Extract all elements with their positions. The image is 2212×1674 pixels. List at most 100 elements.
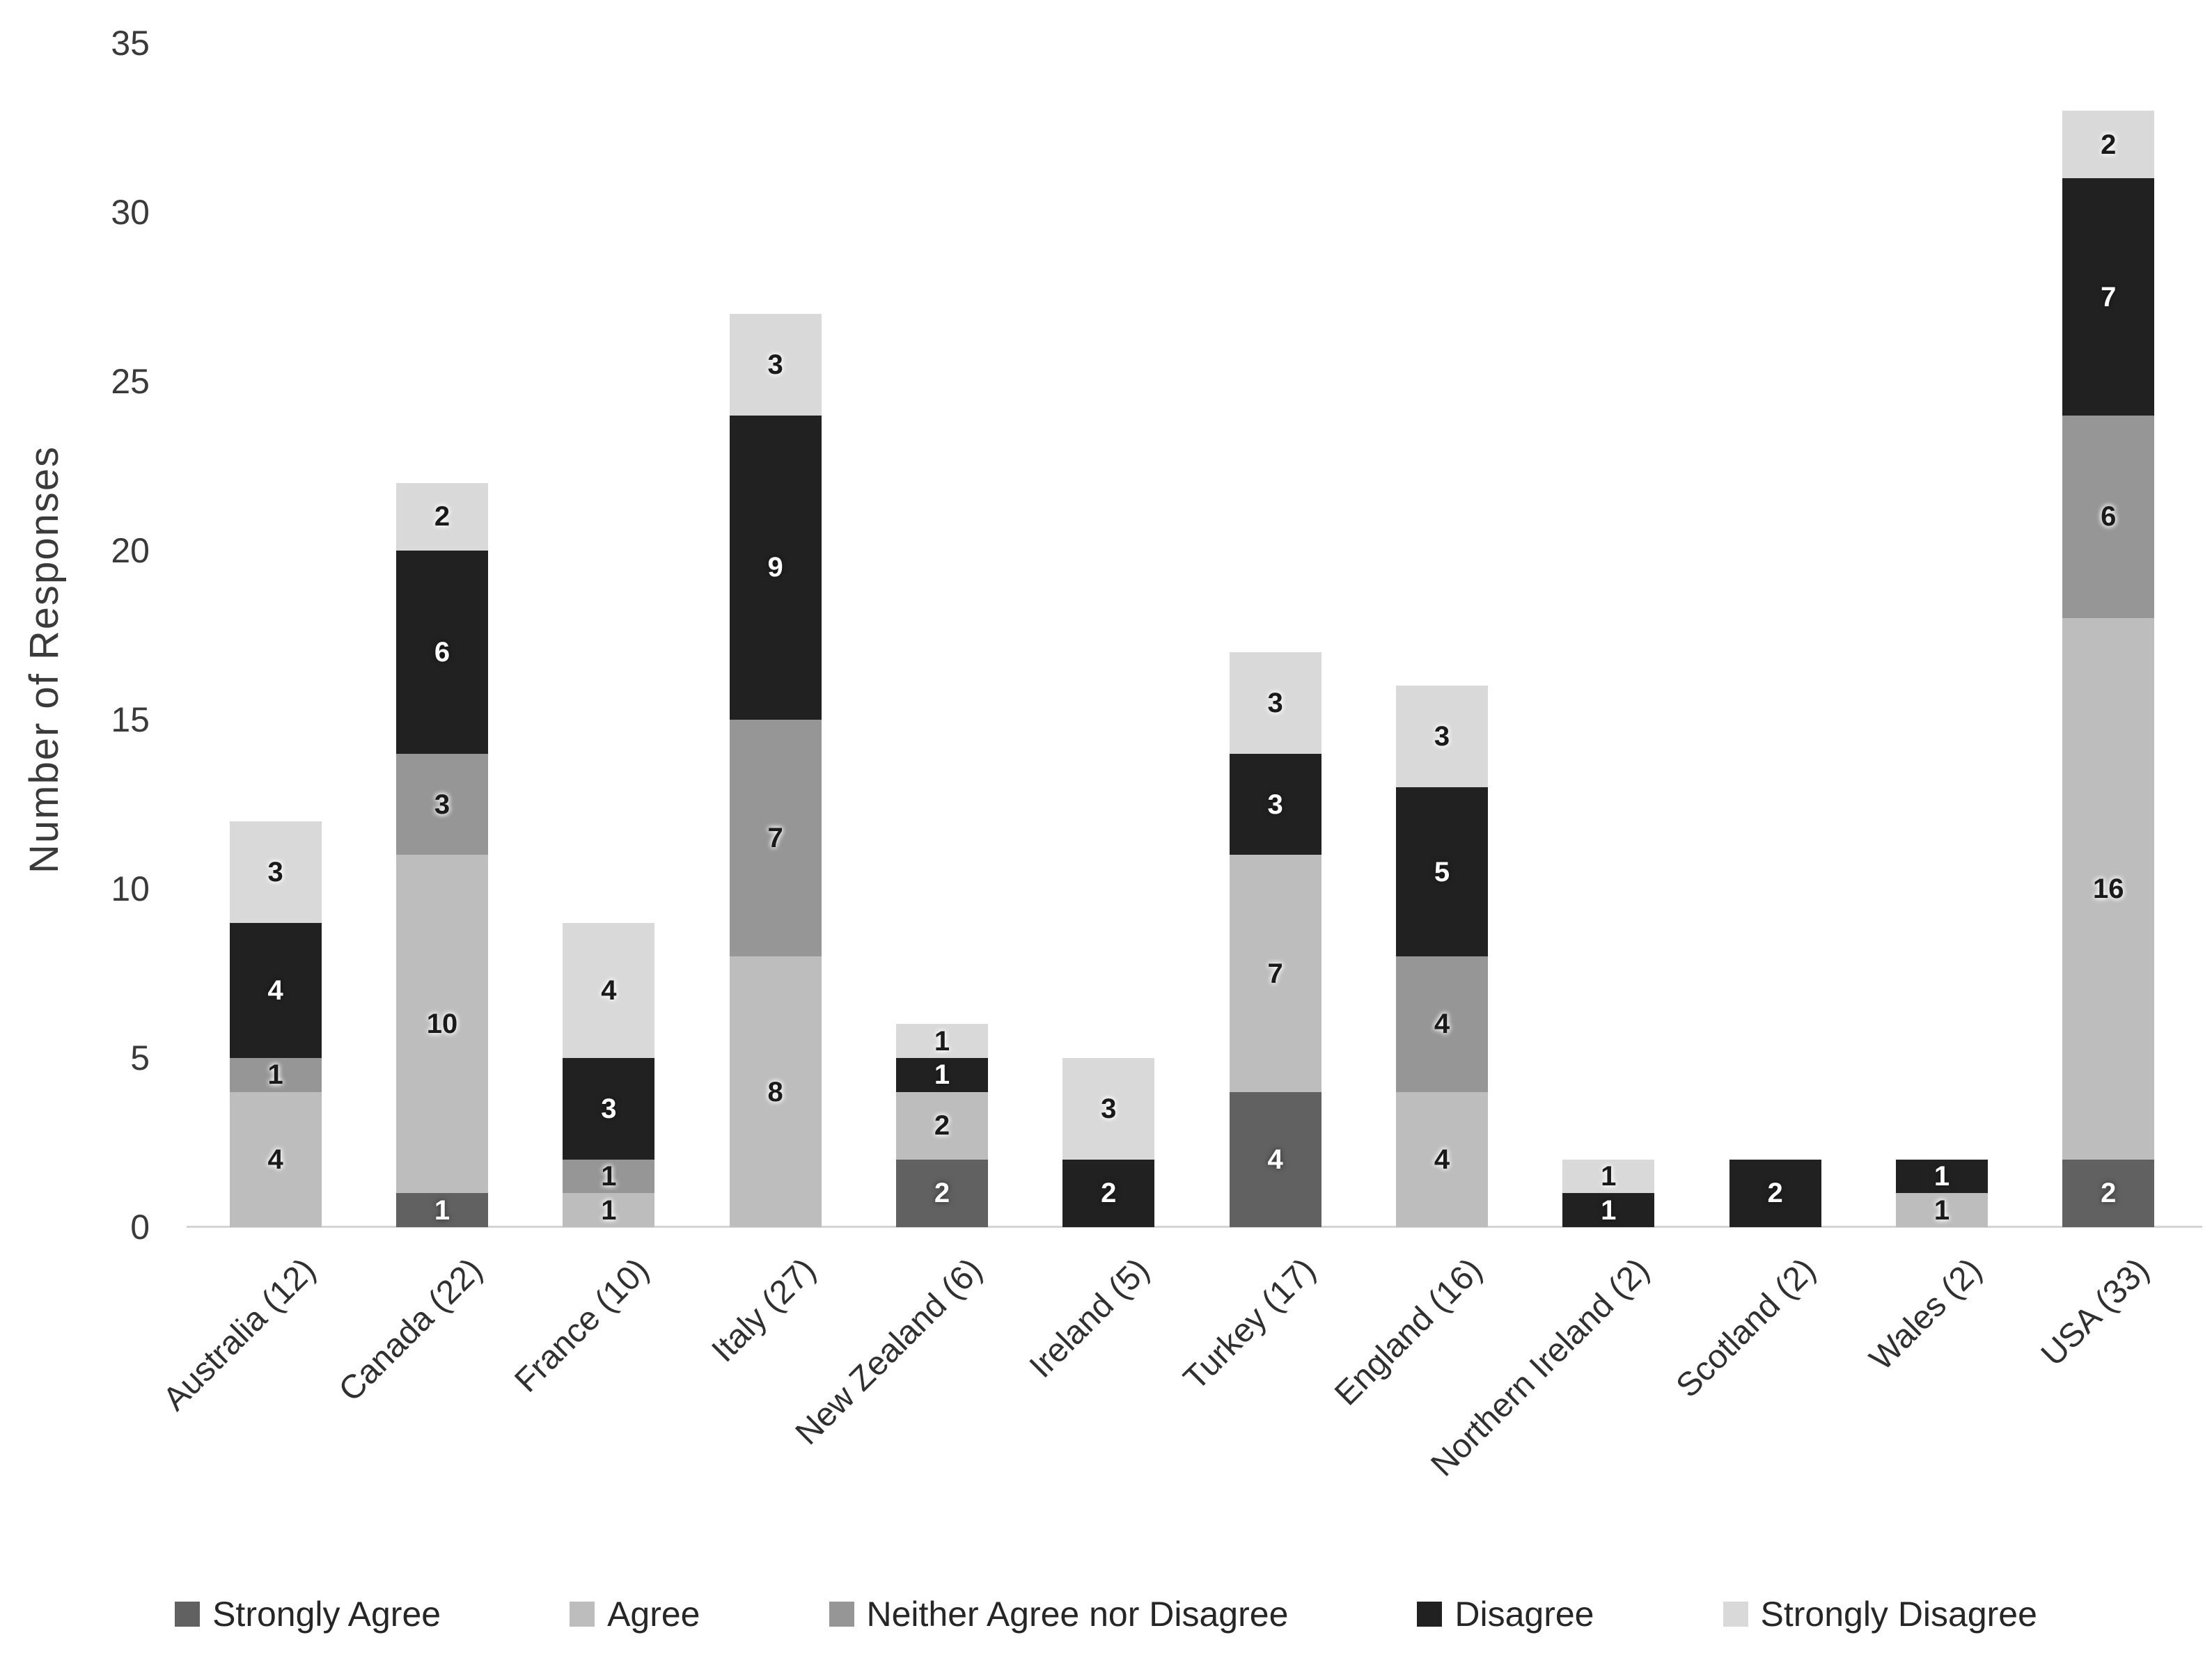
bar-segment: 6 bbox=[395, 551, 488, 754]
y-tick-label: 0 bbox=[130, 1208, 150, 1247]
legend-swatch bbox=[829, 1602, 854, 1627]
x-category-label: Scotland (2) bbox=[1669, 1251, 1823, 1405]
bar-segment: 1 bbox=[395, 1193, 488, 1227]
segment-value-label: 3 bbox=[267, 856, 283, 887]
legend-label: Strongly Agree bbox=[212, 1595, 441, 1634]
bar-segment: 4 bbox=[229, 1091, 322, 1227]
bar-segment: 3 bbox=[1229, 753, 1321, 855]
stacked-bar: 8 7 9 3 bbox=[729, 313, 822, 1227]
bar-segment: 1 bbox=[895, 1058, 988, 1092]
bar-segment: 7 bbox=[729, 720, 822, 957]
legend: Strongly Agree Agree Neither Agree nor Dis… bbox=[0, 1594, 2212, 1634]
bar-segment: 3 bbox=[1395, 686, 1488, 788]
segment-value-label: 2 bbox=[1101, 1178, 1117, 1209]
y-tick-label: 25 bbox=[111, 362, 150, 401]
bar-segment: 4 bbox=[1395, 956, 1488, 1092]
y-tick-label: 30 bbox=[111, 193, 150, 232]
bar-segment: 4 bbox=[563, 922, 655, 1059]
segment-value-label: 1 bbox=[267, 1059, 283, 1091]
bar-slot: 2 bbox=[1692, 43, 1858, 1227]
segment-value-label: 3 bbox=[767, 349, 783, 380]
bar-segment: 4 bbox=[229, 922, 322, 1059]
legend-item: Strongly Disagree bbox=[1723, 1594, 2037, 1634]
x-category-label: USA (33) bbox=[2034, 1251, 2156, 1373]
bar-segment: 5 bbox=[1395, 787, 1488, 957]
segment-value-label: 9 bbox=[767, 552, 783, 583]
y-tick-label: 35 bbox=[111, 24, 150, 63]
legend-label: Strongly Disagree bbox=[1760, 1595, 2037, 1634]
segment-value-label: 7 bbox=[2101, 281, 2117, 313]
x-axis-line bbox=[187, 1226, 2202, 1228]
segment-value-label: 2 bbox=[934, 1178, 950, 1209]
segment-value-label: 4 bbox=[1267, 1144, 1283, 1175]
stacked-bar: 4 4 5 3 bbox=[1395, 686, 1488, 1227]
segment-value-label: 7 bbox=[1267, 958, 1283, 989]
x-category-label: France (10) bbox=[508, 1251, 657, 1400]
segment-value-label: 3 bbox=[1434, 721, 1450, 752]
bar-slot: 4 7 3 3 bbox=[1192, 43, 1358, 1227]
legend-item: Disagree bbox=[1417, 1594, 1594, 1634]
legend-item: Strongly Agree bbox=[175, 1594, 441, 1634]
bar-segment: 3 bbox=[729, 313, 822, 416]
bar-segment: 2 bbox=[1062, 1159, 1155, 1227]
legend-swatch bbox=[175, 1602, 201, 1627]
segment-value-label: 2 bbox=[434, 501, 450, 532]
bar-segment: 1 bbox=[1895, 1193, 1988, 1227]
segment-value-label: 1 bbox=[1601, 1161, 1617, 1192]
bars: 4 1 4 3 1 10 3 6 2 1 1 3 4 8 7 9 3 2 2 1 1 2 3 4 7 3 3 4 4 5 3 1 1 2 1 1 2 16… bbox=[192, 43, 2192, 1227]
bar-slot: 4 1 4 3 bbox=[192, 43, 359, 1227]
x-category-label: Italy (27) bbox=[705, 1251, 823, 1370]
segment-value-label: 1 bbox=[1933, 1194, 1950, 1226]
legend-item: Agree bbox=[570, 1594, 700, 1634]
segment-value-label: 6 bbox=[2101, 501, 2117, 532]
x-category-label: Ireland (5) bbox=[1022, 1251, 1156, 1385]
legend-label: Neither Agree nor Disagree bbox=[866, 1595, 1289, 1634]
bar-segment: 7 bbox=[2062, 178, 2155, 416]
bar-slot: 1 10 3 6 2 bbox=[359, 43, 525, 1227]
stacked-bar: 4 1 4 3 bbox=[229, 821, 322, 1227]
segment-value-label: 4 bbox=[267, 1144, 283, 1175]
stacked-bar: 2 16 6 7 2 bbox=[2062, 111, 2155, 1227]
bar-segment: 10 bbox=[395, 855, 488, 1194]
segment-value-label: 5 bbox=[1434, 856, 1450, 887]
bar-segment: 8 bbox=[729, 956, 822, 1227]
x-category-label: Turkey (17) bbox=[1176, 1251, 1323, 1398]
segment-value-label: 1 bbox=[934, 1025, 950, 1057]
segment-value-label: 6 bbox=[434, 636, 450, 668]
bar-segment: 3 bbox=[395, 753, 488, 855]
segment-value-label: 4 bbox=[601, 974, 617, 1006]
bar-segment: 3 bbox=[229, 821, 322, 923]
stacked-bar: 1 10 3 6 2 bbox=[395, 482, 488, 1227]
bar-segment: 4 bbox=[1229, 1091, 1321, 1227]
bar-segment: 16 bbox=[2062, 618, 2155, 1160]
segment-value-label: 1 bbox=[434, 1194, 450, 1226]
segment-value-label: 3 bbox=[1101, 1093, 1117, 1124]
bar-segment: 3 bbox=[1062, 1058, 1155, 1160]
bar-segment: 1 bbox=[563, 1159, 655, 1194]
segment-value-label: 1 bbox=[934, 1059, 950, 1091]
bar-segment: 2 bbox=[395, 482, 488, 551]
bar-segment: 7 bbox=[1229, 855, 1321, 1092]
bar-segment: 2 bbox=[2062, 1159, 2155, 1227]
segment-value-label: 1 bbox=[1933, 1161, 1950, 1192]
bar-slot: 8 7 9 3 bbox=[692, 43, 858, 1227]
segment-value-label: 3 bbox=[434, 789, 450, 820]
legend-swatch bbox=[1417, 1602, 1443, 1627]
bar-segment: 1 bbox=[1562, 1159, 1655, 1194]
segment-value-label: 2 bbox=[2101, 1178, 2117, 1209]
bar-segment: 1 bbox=[895, 1024, 988, 1059]
segment-value-label: 10 bbox=[426, 1009, 458, 1040]
bar-segment: 3 bbox=[1229, 652, 1321, 754]
y-tick-label: 5 bbox=[130, 1039, 150, 1077]
legend-label: Agree bbox=[607, 1595, 700, 1634]
segment-value-label: 1 bbox=[601, 1161, 617, 1192]
y-axis-ticks: 0 5 10 15 20 25 30 35 bbox=[0, 24, 150, 1247]
